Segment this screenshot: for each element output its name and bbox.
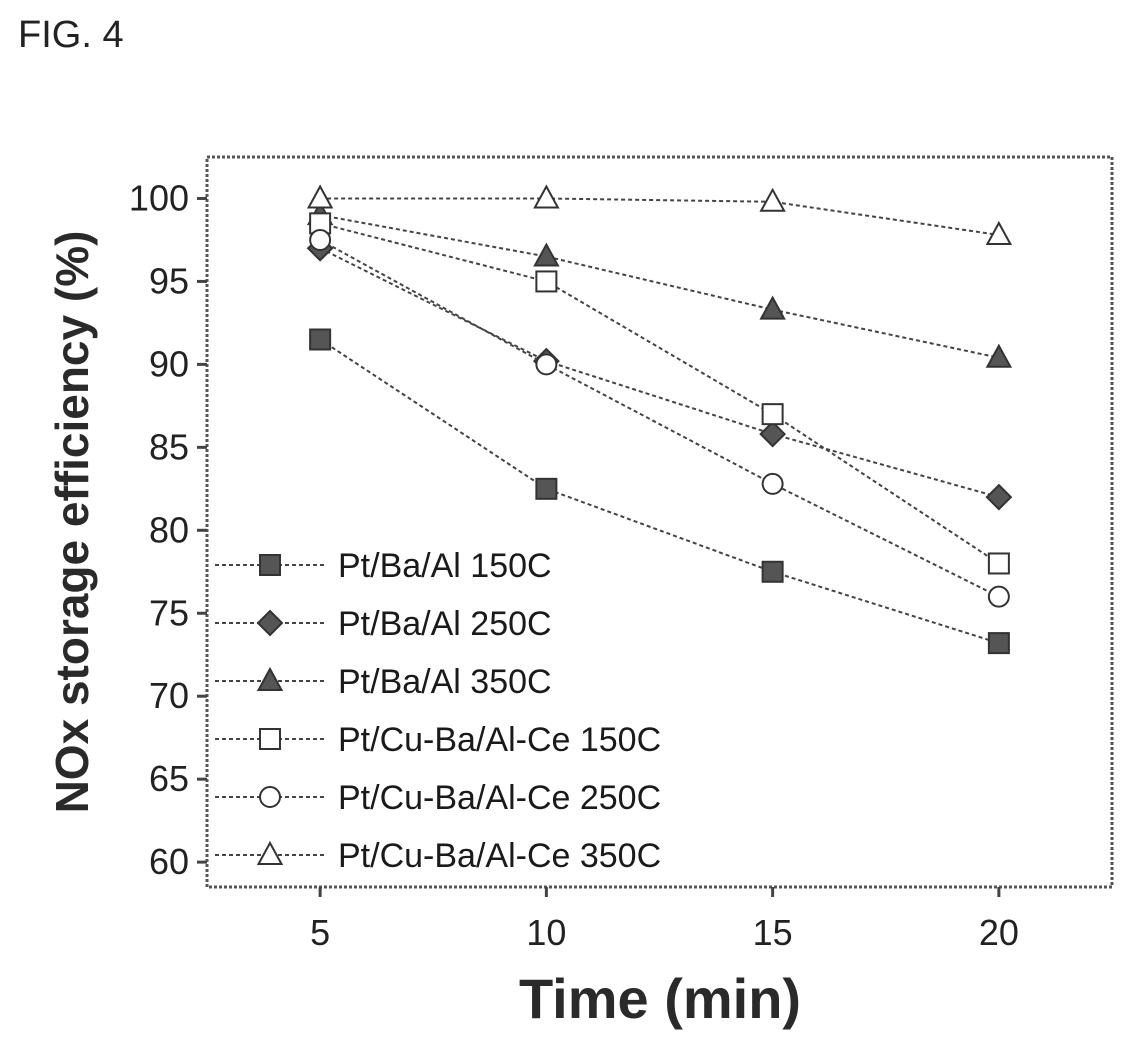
legend-marker xyxy=(259,728,281,750)
legend-item: Pt/Ba/Al 250C xyxy=(215,605,552,643)
x-tick-label: 5 xyxy=(310,912,330,953)
series-1 xyxy=(309,328,1010,655)
legend: Pt/Ba/Al 150C Pt/Ba/Al 250C Pt/Ba/Al 350C P… xyxy=(215,547,661,875)
y-axis: 60 65 70 75 80 85 90 95 100 xyxy=(129,177,207,882)
legend-label: Pt/Ba/Al 250C xyxy=(338,605,552,643)
data-point xyxy=(759,295,786,320)
data-point xyxy=(987,585,1010,608)
x-axis-title: Time (min) xyxy=(519,967,801,1030)
data-point xyxy=(985,220,1013,245)
series-layer xyxy=(306,184,1013,655)
x-tick-label: 15 xyxy=(753,912,793,953)
legend-label: Pt/Cu-Ba/Al-Ce 350C xyxy=(338,837,661,875)
data-point xyxy=(761,403,784,426)
legend-item: Pt/Ba/Al 150C xyxy=(215,547,552,585)
data-point xyxy=(535,270,558,293)
legend-item: Pt/Ba/Al 350C xyxy=(215,663,552,701)
legend-label: Pt/Ba/Al 350C xyxy=(338,663,552,701)
legend-marker xyxy=(256,666,284,691)
series-line xyxy=(319,222,1000,565)
data-point xyxy=(535,353,558,376)
data-point xyxy=(985,483,1013,511)
x-tick-label: 20 xyxy=(979,912,1019,953)
legend-item: Pt/Cu-Ba/Al-Ce 250C xyxy=(215,779,661,817)
data-point xyxy=(987,632,1010,655)
legend-label: Pt/Ba/Al 150C xyxy=(338,547,552,585)
y-tick-label: 65 xyxy=(149,758,189,799)
data-point xyxy=(309,328,332,351)
legend-marker xyxy=(259,554,281,576)
figure-label: FIG. 4 xyxy=(18,14,124,56)
series-line xyxy=(319,214,1000,359)
legend-marker xyxy=(256,840,284,865)
series-line xyxy=(319,338,1000,645)
data-point xyxy=(306,184,334,209)
data-point xyxy=(533,184,560,209)
plot-frame xyxy=(205,155,1114,889)
y-tick-label: 90 xyxy=(149,343,189,384)
y-axis-title: NOx storage efficiency (%) xyxy=(46,231,98,814)
data-point xyxy=(533,242,560,267)
data-point xyxy=(759,187,786,212)
x-axis: 5 10 15 20 xyxy=(310,887,1019,953)
series-2 xyxy=(306,234,1013,511)
series-line xyxy=(319,247,1000,499)
y-tick-label: 60 xyxy=(149,841,189,882)
data-point xyxy=(761,560,784,583)
legend-item: Pt/Cu-Ba/Al-Ce 350C xyxy=(215,837,661,875)
x-tick-label: 10 xyxy=(526,912,566,953)
series-3 xyxy=(306,200,1013,368)
y-tick-label: 80 xyxy=(149,509,189,550)
y-tick-label: 100 xyxy=(129,177,189,218)
series-6 xyxy=(306,184,1013,245)
y-tick-label: 95 xyxy=(149,260,189,301)
data-point xyxy=(535,477,558,500)
legend-marker xyxy=(256,609,284,637)
data-point xyxy=(985,343,1013,368)
data-point xyxy=(309,228,332,251)
series-line xyxy=(319,239,1000,598)
legend-label: Pt/Cu-Ba/Al-Ce 150C xyxy=(338,721,661,759)
y-tick-label: 85 xyxy=(149,426,189,467)
y-tick-label: 70 xyxy=(149,675,189,716)
data-point xyxy=(759,420,787,448)
data-point xyxy=(761,472,784,495)
series-5 xyxy=(309,228,1010,608)
series-4 xyxy=(309,212,1010,575)
series-line xyxy=(320,197,1000,236)
legend-item: Pt/Cu-Ba/Al-Ce 150C xyxy=(215,721,661,759)
data-point xyxy=(987,552,1010,575)
legend-label: Pt/Cu-Ba/Al-Ce 250C xyxy=(338,779,661,817)
y-tick-label: 75 xyxy=(149,592,189,633)
legend-marker xyxy=(259,786,281,808)
